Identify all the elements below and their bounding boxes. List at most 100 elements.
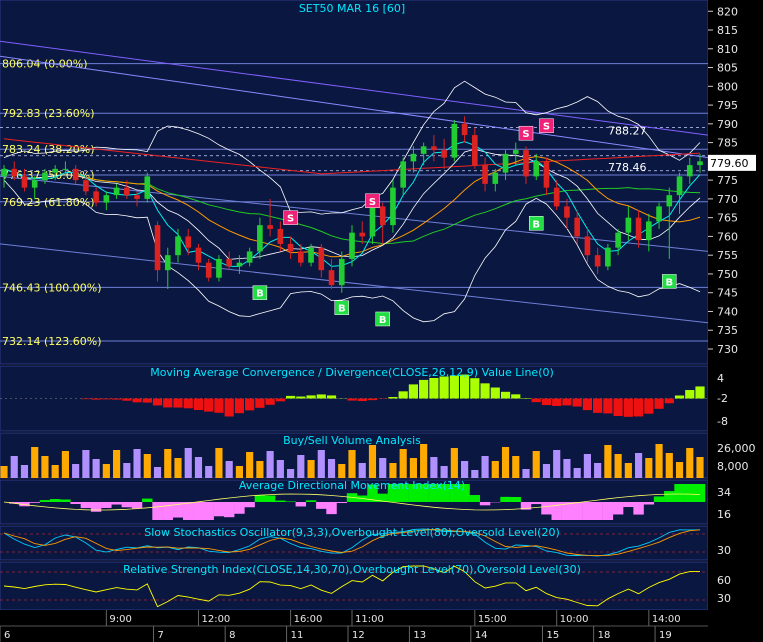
candle-body [11,168,18,177]
hour-label: 16:00 [294,614,323,625]
candle-body [359,232,366,237]
price-tick-label: 815 [717,24,738,37]
sell-signal[interactable] [539,118,554,133]
volume-bar [215,448,223,478]
candle-body [31,180,38,188]
candle-body [267,225,273,229]
volume-bar [358,463,366,478]
rsi-tick-label: 30 [717,592,731,605]
candle-body [646,221,652,241]
volume-bar [409,458,417,478]
sell-signal[interactable] [365,193,380,209]
volume-bar [194,457,203,478]
volume-bar [41,456,49,478]
candle-body [594,255,601,267]
signal-letter: B [665,277,673,288]
volume-bar [389,463,397,478]
candle-body [62,168,69,170]
candle-body [52,168,58,173]
trend-line [0,243,709,324]
volume-bar [645,458,653,478]
signal-letter: S [287,214,294,225]
trend-line [0,40,709,136]
candle-body [482,165,488,184]
volume-bar [20,465,29,478]
macd-tick-label: 4 [717,372,724,385]
candle-body [185,236,192,248]
candle-body [379,206,386,226]
volume-bar [532,451,540,478]
fib-level-label: 769.23 (61.80%) [2,196,95,209]
candle-body [686,165,693,177]
day-label: 11 [291,630,304,641]
candle-body [175,236,181,256]
signal-letter: B [532,219,540,230]
price-tick-label: 805 [717,62,738,75]
volume-bar [113,450,121,478]
stoch-d-line [3,529,701,557]
volume-bar [399,449,407,478]
fib-level-label: 806.04 (0.00%) [2,58,88,71]
candle-body [93,191,99,203]
candle-body [676,176,683,196]
volume-tick-label: 8,000 [717,460,749,473]
volume-bar [368,445,377,478]
buy-signal[interactable] [528,216,544,231]
candle-body [277,228,284,244]
volume-bar [31,447,39,478]
volume-bar [307,460,315,478]
candle-body [226,258,232,267]
candle-body [390,187,396,226]
volume-bar [512,456,520,478]
volume-bar [287,469,295,478]
candle-body [533,161,540,177]
buy-signal[interactable] [334,300,350,315]
buy-signal[interactable] [252,285,268,300]
volume-bar [327,459,336,478]
price-tick-label: 790 [717,118,738,131]
macd-tick-label: -2 [717,392,728,405]
volume-bar [348,450,356,478]
buy-signal[interactable] [375,311,390,327]
candle-body [584,236,591,256]
volume-bar [205,466,213,478]
price-tick-label: 745 [717,287,738,300]
volume-bar [317,450,325,478]
sell-signal[interactable] [518,125,534,141]
price-annotation: 778.46 [608,161,647,174]
ma-long-line [3,138,701,175]
volume-bar [501,447,510,478]
day-label: 13 [413,630,426,641]
candle-body [83,180,89,192]
adx-line [3,493,701,511]
adx-tick-label: 16 [717,508,731,521]
candle-body [472,135,478,166]
candle-body [246,251,253,263]
candle-body [420,146,427,154]
price-tick-label: 775 [717,174,738,187]
day-label: 19 [659,630,672,641]
volume-bar [10,456,18,478]
sell-signal[interactable] [283,210,298,225]
price-panel-title: SET50 MAR 16 [60] [299,2,405,15]
price-tick-label: 740 [717,305,738,318]
price-axis-bg [708,0,763,642]
day-label: 8 [229,630,235,641]
candle-body [124,187,130,196]
candle-body [625,217,632,233]
volume-bar [583,454,591,478]
buy-signal[interactable] [662,274,677,289]
price-tick-label: 785 [717,137,738,150]
rsi-title: Relative Strength Index(CLOSE,14,30,70),… [123,563,581,576]
candle-body [134,195,140,199]
fib-level-label: 746.43 (100.00%) [2,281,102,294]
candle-body [113,187,120,196]
stoch-tick-label: 30 [717,544,731,557]
price-tick-label: 795 [717,99,738,112]
fib-level-label: 732.14 (123.60%) [2,335,102,348]
volume-bar [655,444,663,478]
candle-body [328,270,335,286]
candle-body [512,150,519,154]
